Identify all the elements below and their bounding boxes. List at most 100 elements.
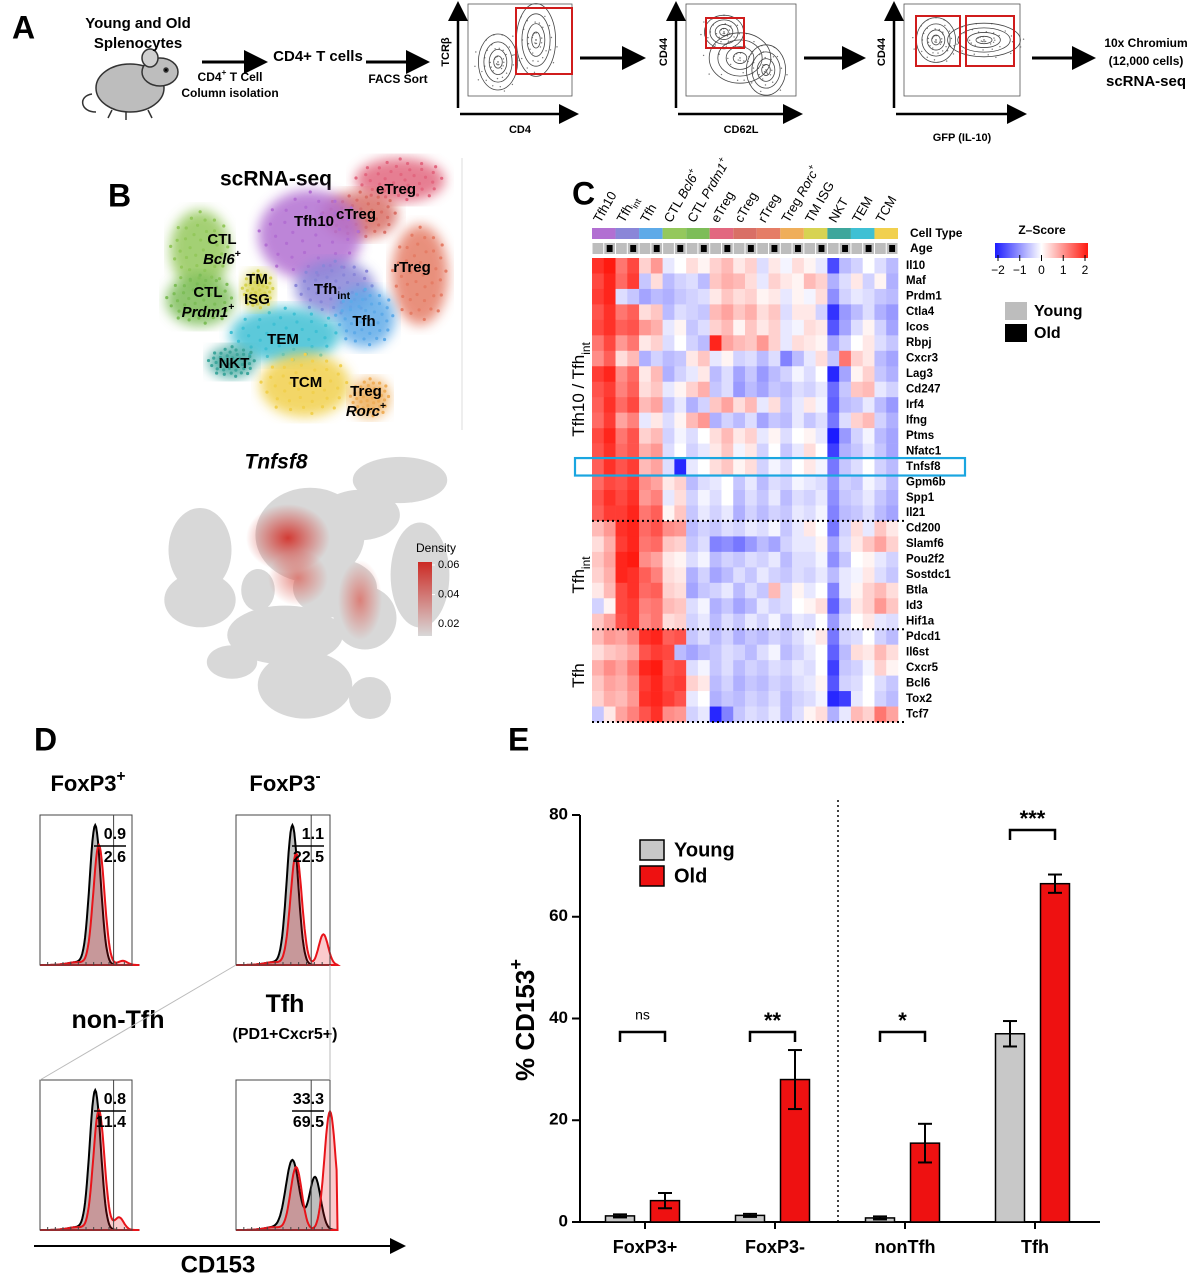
cell-dot	[265, 390, 269, 394]
cell-dot	[220, 234, 224, 238]
heat-cell	[650, 490, 663, 506]
cluster-label: eTreg	[376, 181, 416, 198]
event-dot	[492, 85, 494, 87]
heat-cell	[768, 443, 781, 460]
heat-cell	[815, 381, 828, 398]
cell-dot	[431, 236, 436, 240]
cell-dot	[234, 368, 238, 372]
gene-label: Cd200	[906, 523, 941, 535]
cell-dot	[370, 187, 374, 192]
heat-cell	[839, 428, 852, 444]
heat-cell	[827, 613, 840, 630]
heat-cell	[803, 644, 816, 661]
heat-cell	[792, 551, 805, 568]
heat-cell	[603, 598, 616, 615]
cell-dot	[391, 268, 395, 273]
cell-dot	[374, 217, 379, 221]
heat-cell	[733, 412, 746, 429]
heat-cell	[850, 691, 863, 707]
heat-cell	[862, 567, 875, 584]
cell-dot	[337, 227, 342, 231]
heat-cell	[803, 551, 816, 568]
heat-cell	[686, 706, 699, 723]
heat-cell	[650, 412, 663, 429]
heat-cell	[615, 706, 628, 723]
text-part: +	[222, 67, 227, 77]
cell-dot	[329, 297, 333, 301]
cell-dot	[339, 364, 343, 368]
age-mark	[759, 245, 766, 252]
cell-dot	[259, 293, 263, 297]
cell-dot	[251, 287, 255, 291]
heat-cell	[862, 675, 875, 692]
heat-cell	[639, 258, 652, 274]
heat-cell	[862, 428, 875, 444]
heat-cell	[733, 675, 746, 692]
y-tick-label: 80	[549, 804, 568, 823]
heat-cell	[662, 660, 675, 676]
heat-cell	[745, 474, 758, 491]
heat-cell	[615, 629, 628, 645]
cell-dot	[398, 245, 402, 249]
cell-dot	[427, 263, 431, 267]
cell-dot	[415, 193, 420, 197]
cluster-label: Prdm1+	[182, 301, 235, 321]
cell-dot	[422, 317, 426, 322]
cell-dot	[169, 304, 173, 308]
cell-dot	[422, 298, 427, 303]
heat-cell	[792, 691, 805, 707]
age-mark	[736, 245, 743, 252]
text-part: CTL	[207, 231, 236, 248]
heat-cell	[650, 567, 663, 584]
heat-cell	[639, 490, 652, 506]
event-dot	[497, 61, 499, 63]
cell-dot	[229, 371, 233, 375]
heat-cell	[592, 706, 605, 723]
cell-dot	[274, 234, 278, 238]
heat-cell	[874, 536, 887, 553]
cell-dot	[409, 311, 413, 315]
heat-cell	[639, 366, 652, 383]
event-dot	[771, 69, 773, 72]
heat-cell	[592, 629, 605, 645]
cell-dot	[309, 222, 313, 226]
heat-cell	[756, 335, 769, 352]
cell-dot	[172, 292, 176, 296]
heat-cell	[839, 567, 852, 584]
event-dot	[989, 43, 992, 45]
heat-cell	[745, 520, 758, 537]
cell-dot	[368, 331, 372, 335]
cell-dot	[365, 269, 369, 273]
cell-dot	[194, 253, 198, 257]
event-dot	[983, 39, 985, 41]
cell-dot	[315, 291, 319, 295]
heat-cell	[886, 412, 899, 429]
cell-type-bar	[592, 228, 616, 239]
heat-cell	[733, 258, 746, 274]
cell-dot	[300, 327, 304, 332]
heat-cell	[697, 536, 710, 553]
cluster-label: Bcl6+	[203, 248, 241, 268]
cell-dot	[399, 172, 403, 177]
event-dot	[927, 41, 930, 43]
cell-dot	[444, 269, 448, 273]
text-part: Rorc	[346, 403, 381, 420]
heat-cell	[756, 366, 769, 383]
heat-cell	[839, 706, 852, 723]
heat-cell	[603, 505, 616, 522]
cell-dot	[316, 256, 320, 260]
event-dot	[993, 37, 995, 39]
cell-dot	[401, 294, 405, 299]
heat-cell	[745, 629, 758, 645]
heat-cell	[615, 520, 628, 537]
histogram	[235, 1079, 339, 1231]
density-map	[164, 456, 450, 719]
heat-cell	[650, 505, 663, 522]
heat-cell	[780, 490, 793, 506]
heat-cell	[709, 443, 722, 460]
heat-cell	[780, 691, 793, 707]
gene-label: Icos	[906, 322, 929, 334]
heat-cell	[862, 397, 875, 413]
heat-cell	[733, 319, 746, 336]
heat-cell	[756, 582, 769, 599]
